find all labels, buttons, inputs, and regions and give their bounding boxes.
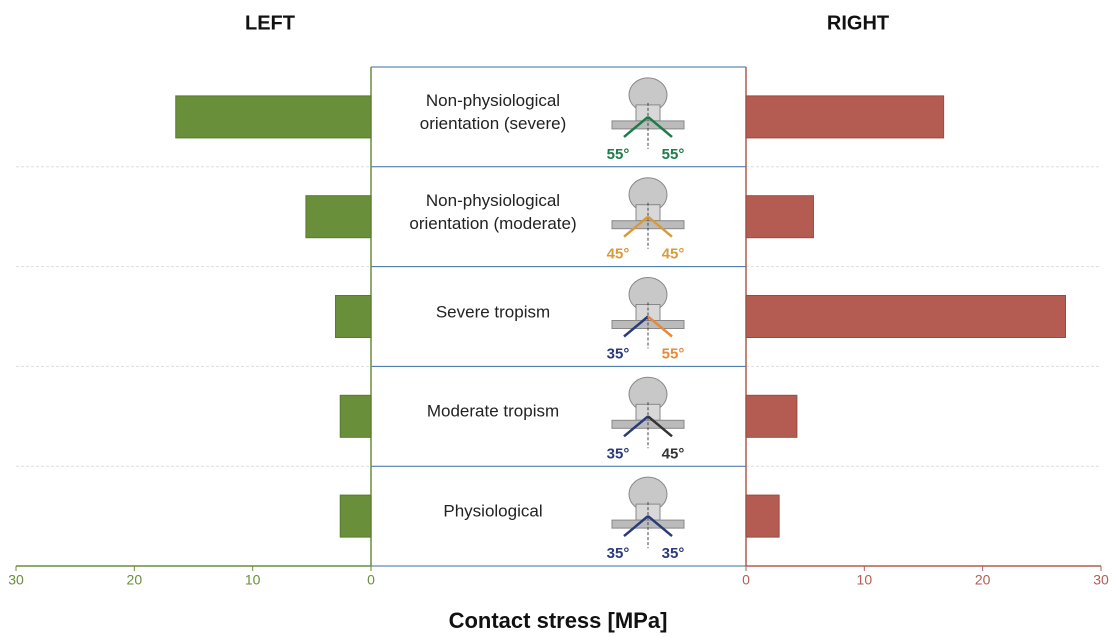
bar: [306, 196, 371, 238]
x-tick-label: 30: [1093, 572, 1109, 588]
bar: [746, 96, 944, 138]
bar: [746, 296, 1066, 338]
x-tick-label: 20: [975, 572, 991, 588]
angle-label: 45°: [662, 445, 685, 462]
angle-label: 35°: [607, 445, 630, 462]
angle-label: 55°: [662, 345, 685, 362]
bar: [746, 395, 797, 437]
bar: [340, 495, 371, 537]
bar: [340, 395, 371, 437]
category-label: Severe tropism: [393, 301, 593, 324]
right-title: RIGHT: [827, 12, 889, 34]
angle-label: 55°: [662, 146, 685, 163]
angle-label: 35°: [607, 545, 630, 562]
angle-label: 55°: [607, 146, 630, 163]
x-tick-label: 0: [742, 572, 750, 588]
bar: [176, 96, 371, 138]
x-tick-label: 10: [245, 572, 261, 588]
page: LEFT RIGHT Contact stress [MPa] 0 10 20 30 0…: [0, 0, 1113, 637]
angle-label: 45°: [607, 246, 630, 263]
bar: [746, 196, 813, 238]
x-tick-label: 20: [127, 572, 143, 588]
x-axis-title: Contact stress [MPa]: [449, 608, 668, 633]
category-label: Non-physiological orientation (severe): [393, 90, 593, 136]
bar: [336, 296, 372, 338]
x-tick-label: 10: [857, 572, 873, 588]
category-label: Physiological: [393, 501, 593, 524]
category-label: Moderate tropism: [393, 401, 593, 424]
x-tick-label: 30: [8, 572, 24, 588]
left-title: LEFT: [245, 12, 295, 34]
x-tick-label: 0: [367, 572, 375, 588]
angle-label: 35°: [662, 545, 685, 562]
bar: [746, 495, 779, 537]
category-label: Non-physiological orientation (moderate): [393, 190, 593, 236]
angle-label: 45°: [662, 246, 685, 263]
angle-label: 35°: [607, 345, 630, 362]
